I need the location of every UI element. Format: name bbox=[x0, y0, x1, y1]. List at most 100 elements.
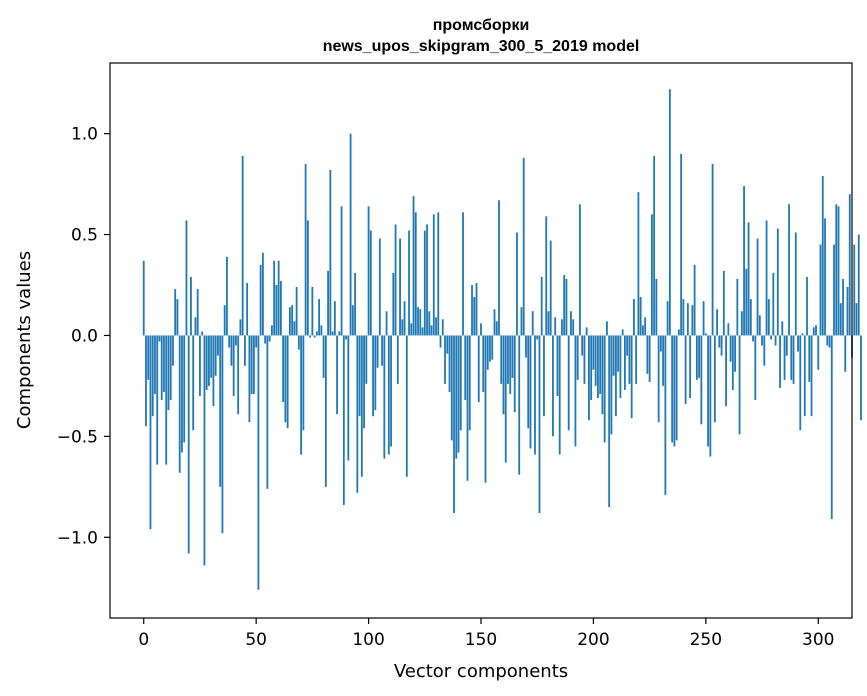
bar bbox=[637, 192, 640, 336]
bar bbox=[821, 176, 824, 336]
bar bbox=[608, 335, 611, 507]
bar bbox=[819, 244, 822, 336]
y-tick-label: 1.0 bbox=[71, 125, 98, 145]
bar bbox=[664, 335, 667, 495]
bar bbox=[626, 335, 629, 356]
bar bbox=[522, 157, 525, 336]
bar bbox=[176, 299, 179, 336]
bar bbox=[797, 335, 799, 352]
x-tick-label: 100 bbox=[352, 630, 384, 650]
bar bbox=[210, 335, 213, 378]
bar bbox=[624, 335, 626, 390]
bar bbox=[763, 335, 766, 366]
bar bbox=[525, 335, 527, 358]
bar bbox=[318, 299, 321, 336]
bar bbox=[549, 240, 552, 336]
bar bbox=[495, 321, 498, 336]
bar bbox=[659, 335, 662, 352]
bar bbox=[603, 335, 606, 443]
bar bbox=[293, 321, 296, 336]
bar bbox=[545, 216, 548, 336]
x-tick-label: 150 bbox=[465, 630, 497, 650]
bar bbox=[309, 335, 312, 338]
bar bbox=[513, 335, 516, 413]
bar bbox=[351, 305, 354, 336]
bar bbox=[698, 335, 700, 378]
bar bbox=[828, 335, 831, 348]
bar bbox=[219, 335, 222, 487]
bar bbox=[848, 194, 851, 336]
bar bbox=[853, 244, 856, 336]
bar bbox=[376, 335, 379, 368]
bar bbox=[713, 335, 716, 423]
bar bbox=[722, 270, 725, 336]
bar bbox=[648, 335, 651, 382]
bar bbox=[686, 303, 689, 336]
bar bbox=[774, 335, 777, 346]
bar bbox=[419, 309, 422, 336]
bar bbox=[644, 317, 647, 336]
bar bbox=[761, 335, 763, 346]
bar bbox=[682, 299, 685, 336]
bar bbox=[196, 289, 199, 336]
bar bbox=[248, 335, 251, 423]
bar bbox=[529, 335, 532, 449]
bar bbox=[268, 335, 271, 342]
bar bbox=[383, 335, 386, 459]
bar bbox=[617, 335, 620, 372]
bar bbox=[385, 311, 388, 336]
x-tick-label: 0 bbox=[138, 630, 149, 650]
bar bbox=[387, 335, 390, 455]
bar bbox=[516, 232, 518, 336]
bar bbox=[345, 335, 347, 340]
bar bbox=[740, 311, 743, 336]
bar bbox=[743, 186, 745, 336]
bar bbox=[536, 335, 539, 340]
bar bbox=[275, 285, 278, 336]
chart-title-line-2: news_upos_skipgram_300_5_2019 model bbox=[323, 38, 640, 55]
bar bbox=[471, 285, 473, 336]
bar bbox=[484, 335, 487, 483]
bar bbox=[311, 287, 314, 336]
bar bbox=[145, 335, 147, 427]
bar bbox=[149, 335, 152, 530]
bar bbox=[518, 335, 521, 475]
bar bbox=[201, 331, 204, 336]
bar bbox=[333, 301, 336, 336]
bar bbox=[794, 232, 797, 336]
plot-frame bbox=[109, 62, 853, 619]
bar bbox=[639, 297, 642, 336]
bar bbox=[606, 321, 608, 336]
bar bbox=[666, 301, 669, 336]
bar bbox=[163, 335, 165, 392]
bar bbox=[183, 335, 186, 443]
bar bbox=[459, 335, 462, 431]
bar bbox=[817, 335, 820, 370]
bar bbox=[671, 335, 674, 443]
bar bbox=[783, 335, 786, 380]
bar bbox=[689, 335, 692, 399]
bar bbox=[504, 335, 507, 463]
bar bbox=[718, 335, 721, 348]
bar bbox=[473, 297, 476, 336]
bar bbox=[837, 206, 840, 336]
bar bbox=[540, 276, 543, 336]
bar bbox=[628, 335, 631, 384]
x-tick-label: 250 bbox=[690, 630, 722, 650]
bar bbox=[165, 335, 168, 465]
bar bbox=[655, 278, 658, 336]
bar bbox=[342, 335, 345, 505]
bar bbox=[349, 133, 352, 336]
bar bbox=[599, 335, 602, 394]
bar bbox=[147, 335, 150, 380]
bar bbox=[567, 335, 570, 431]
bar bbox=[531, 311, 534, 336]
bar bbox=[581, 335, 584, 356]
x-axis-label: Vector components bbox=[394, 661, 568, 682]
y-axis: −1.0 −0.5 0.0 0.5 1.0 bbox=[57, 125, 110, 548]
bar bbox=[633, 299, 635, 336]
bar bbox=[592, 335, 595, 370]
bar bbox=[493, 309, 496, 336]
bar bbox=[192, 335, 195, 431]
